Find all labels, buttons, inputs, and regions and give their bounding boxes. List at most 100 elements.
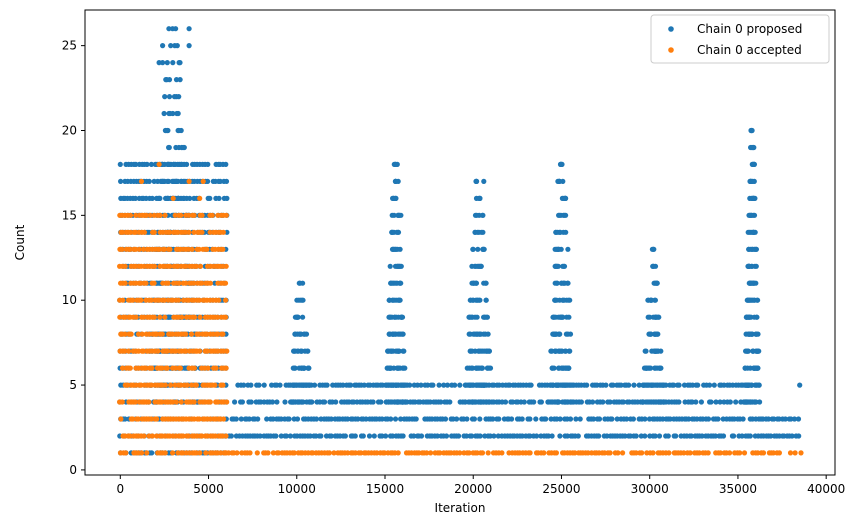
proposed-point bbox=[179, 161, 185, 167]
accepted-point bbox=[204, 246, 210, 252]
proposed-point bbox=[745, 348, 751, 354]
proposed-point bbox=[509, 416, 515, 422]
proposed-point bbox=[713, 399, 719, 405]
proposed-point bbox=[283, 433, 289, 439]
proposed-point bbox=[413, 416, 419, 422]
accepted-point bbox=[119, 399, 125, 405]
proposed-point bbox=[665, 433, 671, 439]
proposed-point bbox=[160, 43, 166, 49]
accepted-point bbox=[154, 416, 160, 422]
y-tick-label: 15 bbox=[62, 208, 77, 222]
proposed-point bbox=[567, 416, 574, 422]
proposed-point bbox=[383, 433, 389, 439]
proposed-point bbox=[755, 297, 761, 303]
proposed-point bbox=[768, 433, 774, 439]
proposed-point bbox=[467, 331, 473, 337]
proposed-point bbox=[386, 365, 392, 371]
accepted-point bbox=[223, 314, 229, 320]
proposed-point bbox=[464, 416, 470, 422]
accepted-point bbox=[189, 246, 195, 252]
proposed-point bbox=[387, 263, 393, 269]
proposed-point bbox=[555, 382, 561, 388]
accepted-point bbox=[760, 450, 767, 456]
proposed-point bbox=[478, 229, 484, 235]
proposed-point bbox=[748, 212, 755, 218]
proposed-point bbox=[278, 433, 284, 439]
proposed-point bbox=[652, 331, 658, 337]
proposed-point bbox=[566, 297, 572, 303]
accepted-point bbox=[291, 450, 297, 456]
proposed-point bbox=[162, 94, 168, 100]
accepted-point bbox=[185, 433, 191, 439]
proposed-point bbox=[407, 382, 413, 388]
proposed-point bbox=[475, 246, 481, 252]
accepted-point bbox=[331, 450, 337, 456]
proposed-point bbox=[643, 365, 649, 371]
y-tick-label: 5 bbox=[69, 378, 77, 392]
proposed-point bbox=[645, 399, 651, 405]
x-tick-label: 40000 bbox=[807, 482, 845, 496]
accepted-point bbox=[705, 450, 711, 456]
accepted-point bbox=[177, 365, 183, 371]
proposed-point bbox=[160, 60, 166, 66]
proposed-point bbox=[746, 246, 752, 252]
proposed-point bbox=[391, 297, 397, 303]
accepted-point bbox=[151, 314, 157, 320]
proposed-point bbox=[708, 399, 714, 405]
accepted-point bbox=[193, 263, 200, 269]
proposed-point bbox=[187, 195, 193, 201]
proposed-point bbox=[603, 382, 609, 388]
accepted-point bbox=[527, 450, 533, 456]
accepted-point bbox=[222, 280, 229, 286]
proposed-point bbox=[434, 433, 440, 439]
accepted-point bbox=[122, 263, 128, 269]
proposed-point bbox=[676, 382, 682, 388]
proposed-point bbox=[390, 195, 396, 201]
proposed-point bbox=[727, 399, 733, 405]
accepted-point bbox=[119, 365, 126, 371]
proposed-point bbox=[750, 348, 756, 354]
proposed-point bbox=[392, 416, 399, 422]
accepted-point bbox=[157, 314, 163, 320]
proposed-point bbox=[238, 416, 244, 422]
proposed-point bbox=[749, 246, 756, 252]
proposed-point bbox=[274, 399, 280, 405]
accepted-point bbox=[151, 229, 157, 235]
accepted-point bbox=[798, 450, 804, 456]
proposed-point bbox=[306, 365, 312, 371]
proposed-point bbox=[756, 348, 762, 354]
legend-marker bbox=[668, 26, 674, 32]
proposed-point bbox=[386, 297, 392, 303]
accepted-point bbox=[191, 399, 197, 405]
proposed-point bbox=[360, 433, 366, 439]
proposed-point bbox=[739, 433, 745, 439]
accepted-point bbox=[191, 365, 197, 371]
proposed-point bbox=[302, 331, 308, 337]
proposed-point bbox=[157, 195, 163, 201]
proposed-point bbox=[471, 416, 477, 422]
accepted-point bbox=[155, 348, 161, 354]
proposed-point bbox=[352, 433, 358, 439]
accepted-point bbox=[133, 212, 139, 218]
proposed-point bbox=[469, 365, 476, 371]
accepted-point bbox=[162, 246, 168, 252]
accepted-point bbox=[133, 246, 139, 252]
x-tick-label: 25000 bbox=[542, 482, 580, 496]
accepted-point bbox=[223, 433, 229, 439]
proposed-point bbox=[256, 382, 262, 388]
proposed-point bbox=[224, 195, 230, 201]
proposed-point bbox=[652, 365, 658, 371]
proposed-point bbox=[178, 178, 184, 184]
proposed-point bbox=[389, 348, 395, 354]
proposed-point bbox=[463, 433, 470, 439]
accepted-point bbox=[122, 331, 128, 337]
accepted-point bbox=[178, 399, 184, 405]
proposed-point bbox=[502, 399, 509, 405]
accepted-point bbox=[197, 450, 203, 456]
accepted-point bbox=[139, 450, 145, 456]
accepted-point bbox=[717, 450, 724, 456]
accepted-point bbox=[168, 382, 174, 388]
accepted-point bbox=[607, 450, 613, 456]
proposed-point bbox=[301, 365, 307, 371]
